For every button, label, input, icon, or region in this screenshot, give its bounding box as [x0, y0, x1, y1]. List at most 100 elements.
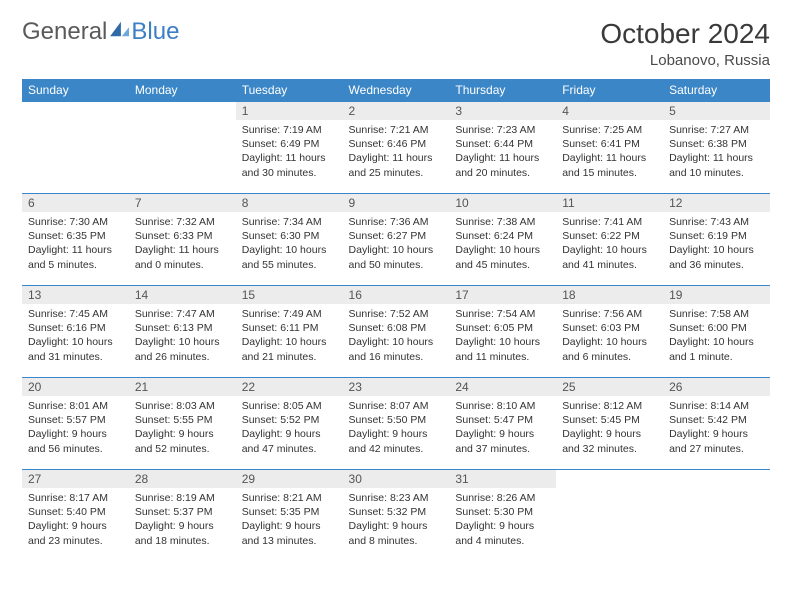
- day-header: Thursday: [449, 79, 556, 102]
- calendar-day-cell: [663, 470, 770, 562]
- daylight-line: Daylight: 10 hours and 50 minutes.: [349, 243, 444, 271]
- sunset-line: Sunset: 5:37 PM: [135, 505, 230, 519]
- sunrise-line: Sunrise: 8:07 AM: [349, 399, 444, 413]
- daylight-line: Daylight: 11 hours and 30 minutes.: [242, 151, 337, 179]
- sunrise-line: Sunrise: 7:23 AM: [455, 123, 550, 137]
- calendar-day-cell: 4Sunrise: 7:25 AMSunset: 6:41 PMDaylight…: [556, 102, 663, 194]
- calendar-day-cell: 5Sunrise: 7:27 AMSunset: 6:38 PMDaylight…: [663, 102, 770, 194]
- daylight-line: Daylight: 10 hours and 6 minutes.: [562, 335, 657, 363]
- day-info: Sunrise: 7:21 AMSunset: 6:46 PMDaylight:…: [343, 120, 450, 184]
- logo-text-blue: Blue: [131, 18, 179, 46]
- day-number: 5: [663, 102, 770, 120]
- calendar-day-cell: 17Sunrise: 7:54 AMSunset: 6:05 PMDayligh…: [449, 286, 556, 378]
- daylight-line: Daylight: 10 hours and 55 minutes.: [242, 243, 337, 271]
- sunset-line: Sunset: 6:35 PM: [28, 229, 123, 243]
- sunrise-line: Sunrise: 8:14 AM: [669, 399, 764, 413]
- sunset-line: Sunset: 5:50 PM: [349, 413, 444, 427]
- calendar-week-row: 13Sunrise: 7:45 AMSunset: 6:16 PMDayligh…: [22, 286, 770, 378]
- day-number: 24: [449, 378, 556, 396]
- sunrise-line: Sunrise: 7:54 AM: [455, 307, 550, 321]
- calendar-day-cell: 26Sunrise: 8:14 AMSunset: 5:42 PMDayligh…: [663, 378, 770, 470]
- sunrise-line: Sunrise: 8:01 AM: [28, 399, 123, 413]
- sunset-line: Sunset: 6:16 PM: [28, 321, 123, 335]
- day-info: Sunrise: 7:34 AMSunset: 6:30 PMDaylight:…: [236, 212, 343, 276]
- sunrise-line: Sunrise: 8:17 AM: [28, 491, 123, 505]
- day-number: 10: [449, 194, 556, 212]
- day-info: Sunrise: 8:14 AMSunset: 5:42 PMDaylight:…: [663, 396, 770, 460]
- calendar-day-cell: [22, 102, 129, 194]
- day-number: 9: [343, 194, 450, 212]
- day-header: Tuesday: [236, 79, 343, 102]
- day-info: Sunrise: 8:07 AMSunset: 5:50 PMDaylight:…: [343, 396, 450, 460]
- sunrise-line: Sunrise: 8:03 AM: [135, 399, 230, 413]
- calendar-day-cell: 18Sunrise: 7:56 AMSunset: 6:03 PMDayligh…: [556, 286, 663, 378]
- sunrise-line: Sunrise: 7:36 AM: [349, 215, 444, 229]
- day-header: Sunday: [22, 79, 129, 102]
- sunrise-line: Sunrise: 8:12 AM: [562, 399, 657, 413]
- day-number: 27: [22, 470, 129, 488]
- daylight-line: Daylight: 11 hours and 25 minutes.: [349, 151, 444, 179]
- day-number: 12: [663, 194, 770, 212]
- daylight-line: Daylight: 11 hours and 20 minutes.: [455, 151, 550, 179]
- sunset-line: Sunset: 5:40 PM: [28, 505, 123, 519]
- sunset-line: Sunset: 6:00 PM: [669, 321, 764, 335]
- day-info: Sunrise: 7:27 AMSunset: 6:38 PMDaylight:…: [663, 120, 770, 184]
- day-number: 21: [129, 378, 236, 396]
- day-number: 28: [129, 470, 236, 488]
- day-info: Sunrise: 7:19 AMSunset: 6:49 PMDaylight:…: [236, 120, 343, 184]
- daylight-line: Daylight: 11 hours and 5 minutes.: [28, 243, 123, 271]
- daylight-line: Daylight: 9 hours and 13 minutes.: [242, 519, 337, 547]
- day-info: Sunrise: 7:56 AMSunset: 6:03 PMDaylight:…: [556, 304, 663, 368]
- daylight-line: Daylight: 10 hours and 31 minutes.: [28, 335, 123, 363]
- day-number: 4: [556, 102, 663, 120]
- calendar-day-cell: 2Sunrise: 7:21 AMSunset: 6:46 PMDaylight…: [343, 102, 450, 194]
- sunset-line: Sunset: 6:19 PM: [669, 229, 764, 243]
- daylight-line: Daylight: 10 hours and 11 minutes.: [455, 335, 550, 363]
- day-info: Sunrise: 7:38 AMSunset: 6:24 PMDaylight:…: [449, 212, 556, 276]
- daylight-line: Daylight: 9 hours and 18 minutes.: [135, 519, 230, 547]
- day-info: Sunrise: 8:12 AMSunset: 5:45 PMDaylight:…: [556, 396, 663, 460]
- day-info: Sunrise: 7:23 AMSunset: 6:44 PMDaylight:…: [449, 120, 556, 184]
- calendar-day-cell: 12 Sunrise: 7:43 AMSunset: 6:19 PMDayligh…: [663, 194, 770, 286]
- sunrise-line: Sunrise: 7:25 AM: [562, 123, 657, 137]
- day-info: Sunrise: 7:25 AMSunset: 6:41 PMDaylight:…: [556, 120, 663, 184]
- day-number: 6: [22, 194, 129, 212]
- day-number: 26: [663, 378, 770, 396]
- day-number: 1: [236, 102, 343, 120]
- calendar-day-cell: 28Sunrise: 8:19 AMSunset: 5:37 PMDayligh…: [129, 470, 236, 562]
- title-block: October 2024 Lobanovo, Russia: [600, 18, 770, 69]
- day-info: Sunrise: 7:30 AMSunset: 6:35 PMDaylight:…: [22, 212, 129, 276]
- sunset-line: Sunset: 5:47 PM: [455, 413, 550, 427]
- daylight-line: Daylight: 10 hours and 36 minutes.: [669, 243, 764, 271]
- day-number: 20: [22, 378, 129, 396]
- day-header: Saturday: [663, 79, 770, 102]
- day-info: Sunrise: 8:03 AMSunset: 5:55 PMDaylight:…: [129, 396, 236, 460]
- day-number-empty: [129, 102, 236, 120]
- day-number: 15: [236, 286, 343, 304]
- day-number: 8: [236, 194, 343, 212]
- sunrise-line: Sunrise: 7:47 AM: [135, 307, 230, 321]
- calendar-day-cell: 3Sunrise: 7:23 AMSunset: 6:44 PMDaylight…: [449, 102, 556, 194]
- day-info: Sunrise: 7:58 AMSunset: 6:00 PMDaylight:…: [663, 304, 770, 368]
- sunset-line: Sunset: 5:42 PM: [669, 413, 764, 427]
- calendar-table: SundayMondayTuesdayWednesdayThursdayFrid…: [22, 79, 770, 562]
- daylight-line: Daylight: 9 hours and 37 minutes.: [455, 427, 550, 455]
- calendar-day-cell: [556, 470, 663, 562]
- header: General Blue October 2024 Lobanovo, Russ…: [22, 18, 770, 69]
- daylight-line: Daylight: 9 hours and 32 minutes.: [562, 427, 657, 455]
- day-info: Sunrise: 8:05 AMSunset: 5:52 PMDaylight:…: [236, 396, 343, 460]
- sunrise-line: Sunrise: 8:26 AM: [455, 491, 550, 505]
- calendar-week-row: 6Sunrise: 7:30 AMSunset: 6:35 PMDaylight…: [22, 194, 770, 286]
- day-number: 11: [556, 194, 663, 212]
- sunrise-line: Sunrise: 7:41 AM: [562, 215, 657, 229]
- calendar-day-cell: 1Sunrise: 7:19 AMSunset: 6:49 PMDaylight…: [236, 102, 343, 194]
- sunset-line: Sunset: 6:30 PM: [242, 229, 337, 243]
- sunset-line: Sunset: 5:52 PM: [242, 413, 337, 427]
- sunrise-line: Sunrise: 8:21 AM: [242, 491, 337, 505]
- sunrise-line: Sunrise: 7:43 AM: [669, 215, 764, 229]
- sunrise-line: Sunrise: 7:19 AM: [242, 123, 337, 137]
- calendar-day-cell: 8Sunrise: 7:34 AMSunset: 6:30 PMDaylight…: [236, 194, 343, 286]
- sunset-line: Sunset: 6:38 PM: [669, 137, 764, 151]
- daylight-line: Daylight: 10 hours and 21 minutes.: [242, 335, 337, 363]
- calendar-day-cell: 29Sunrise: 8:21 AMSunset: 5:35 PMDayligh…: [236, 470, 343, 562]
